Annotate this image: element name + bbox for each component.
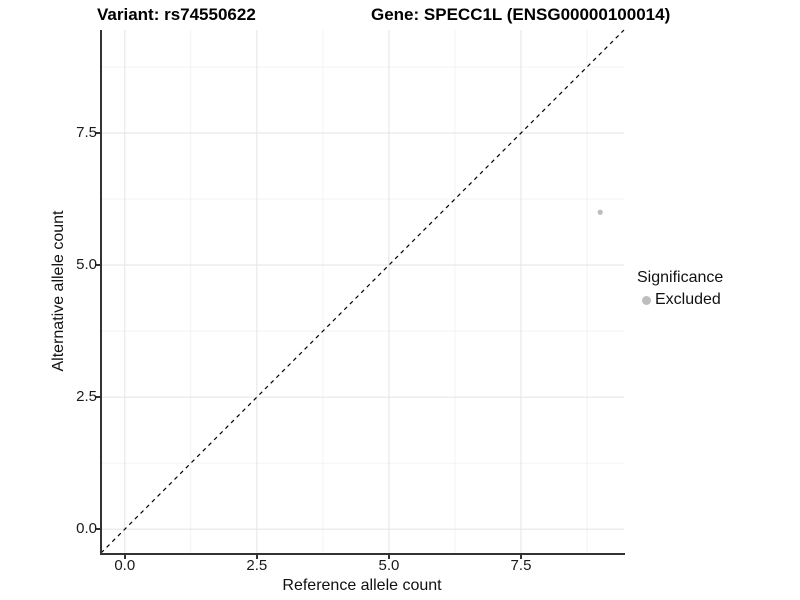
legend-key	[637, 291, 655, 309]
plot-title-gene: Gene: SPECC1L (ENSG00000100014)	[371, 5, 671, 24]
legend-title: Significance	[637, 269, 724, 286]
x-tick-label: 5.0	[378, 557, 400, 574]
y-tick-label: 5.0	[76, 256, 97, 274]
y-axis-tick	[95, 396, 100, 398]
legend: Significance Excluded	[637, 268, 723, 310]
plot-title-variant: Variant: rs74550622	[97, 5, 256, 24]
y-axis-line	[100, 30, 102, 555]
y-tick-label: 0.0	[76, 520, 97, 538]
x-axis-tick	[388, 554, 390, 559]
data-point	[597, 209, 603, 215]
y-axis-tick	[95, 132, 100, 134]
x-tick-label: 2.5	[246, 557, 268, 574]
x-axis-tick	[520, 554, 522, 559]
y-axis-tick	[95, 264, 100, 266]
y-tick-label: 2.5	[76, 388, 97, 406]
plot-canvas	[100, 29, 625, 554]
y-axis-tick	[95, 528, 100, 530]
point-icon	[641, 295, 651, 305]
x-axis-line	[100, 553, 625, 555]
x-tick-label: 0.0	[114, 557, 136, 574]
legend-item-excluded: Excluded	[637, 290, 723, 310]
legend-item-label: Excluded	[655, 291, 721, 308]
identity-reference-line	[100, 29, 625, 554]
y-axis-title: Alternative allele count	[50, 210, 67, 372]
plot-panel	[100, 29, 625, 554]
x-axis-tick	[124, 554, 126, 559]
x-axis-title: Reference allele count	[282, 577, 442, 594]
y-tick-label: 7.5	[76, 124, 97, 141]
x-tick-label: 7.5	[510, 557, 532, 574]
x-axis-tick	[256, 554, 258, 559]
